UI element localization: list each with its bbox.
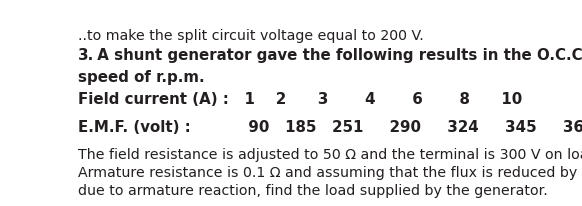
Text: Field current (A) :   1    2      3       4       6       8      10: Field current (A) : 1 2 3 4 6 8 10 — [78, 92, 523, 107]
Text: A shunt generator gave the following results in the O.C.C. test at a: A shunt generator gave the following res… — [92, 48, 582, 63]
Text: E.M.F. (volt) :           90   185   251     290     324     345     360: E.M.F. (volt) : 90 185 251 290 324 345 3… — [78, 120, 582, 135]
Text: The field resistance is adjusted to 50 Ω and the terminal is 300 V on load.
Arma: The field resistance is adjusted to 50 Ω… — [78, 148, 582, 198]
Text: 3.: 3. — [78, 48, 94, 63]
Text: speed of r.p.m.: speed of r.p.m. — [78, 70, 205, 85]
Text: ..to make the split circuit voltage equal to 200 V.: ..to make the split circuit voltage equa… — [78, 29, 424, 43]
